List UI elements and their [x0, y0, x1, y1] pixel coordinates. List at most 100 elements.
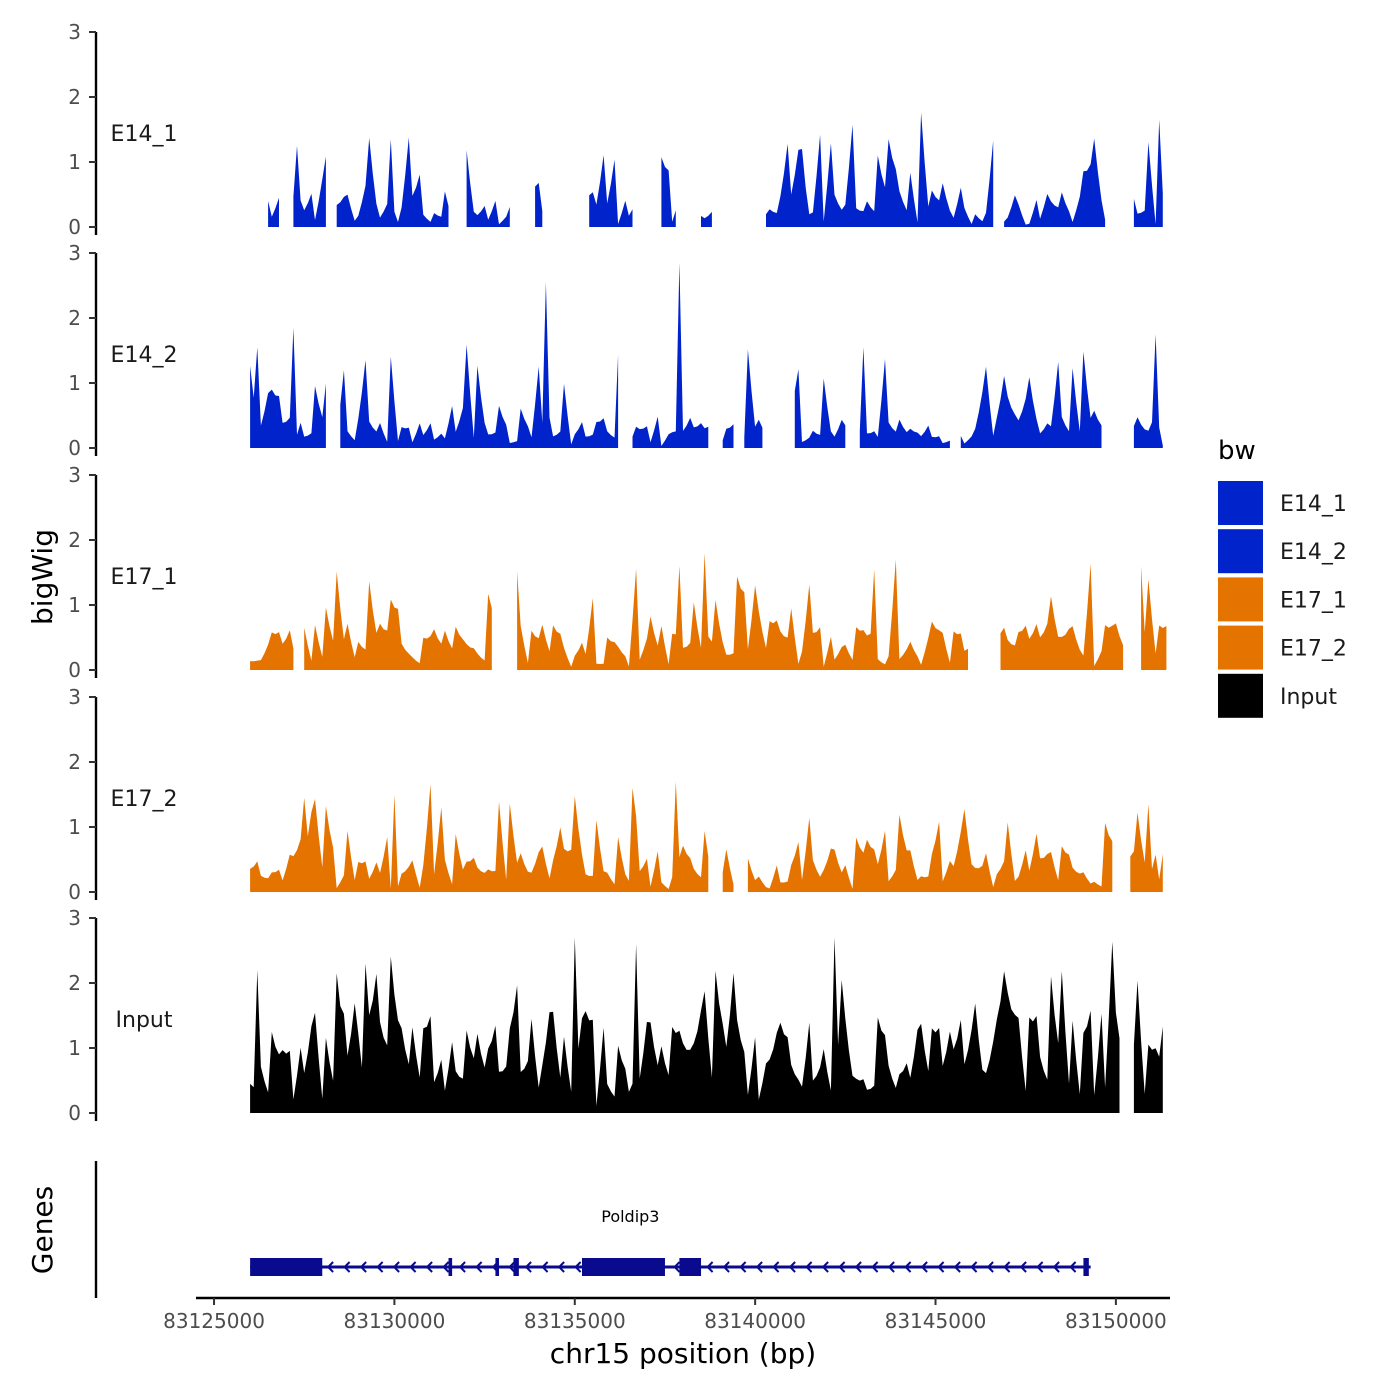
strand-arrow: [854, 1261, 862, 1273]
strand-arrow: [574, 1261, 582, 1273]
gene-exon: [495, 1258, 500, 1276]
legend-label: E14_1: [1280, 492, 1347, 517]
y-tick-label: 1: [68, 371, 81, 395]
legend-item-E14_2: E14_2: [1218, 529, 1347, 574]
strand-arrow: [1019, 1261, 1027, 1273]
strand-arrow: [772, 1261, 780, 1273]
coverage-area: [722, 424, 734, 448]
y-tick-label: 1: [68, 1036, 81, 1060]
x-tick-label: 83125000: [163, 1309, 265, 1333]
y-tick-label: 0: [68, 215, 81, 239]
y-tick-label: 0: [68, 436, 81, 460]
legend-swatch: [1218, 673, 1263, 718]
strand-arrow: [739, 1261, 747, 1273]
coverage-area: [336, 137, 449, 227]
coverage-area: [517, 553, 968, 670]
coverage-area: [304, 571, 492, 670]
coverage-area: [766, 112, 994, 227]
coverage-area: [250, 327, 326, 448]
strand-arrow: [524, 1261, 532, 1273]
legend-label: Input: [1280, 685, 1337, 710]
gene-exon: [679, 1258, 702, 1276]
track-E17_2: 0 1 2 3 E17_2: [68, 685, 1163, 904]
coverage-area: [535, 182, 543, 227]
tracks-group: 0 1 2 3 E14_1 0 1 2 3 E14_2 0 1 2 3 E17_1 0 1 2 3 E17_2 0 1 2 3…: [68, 20, 1167, 1125]
strand-arrow: [442, 1261, 450, 1273]
legend-label: E17_2: [1280, 637, 1347, 662]
coverage-area: [1133, 980, 1163, 1113]
strand-arrow: [722, 1261, 730, 1273]
x-tick-label: 83130000: [344, 1309, 446, 1333]
strand-arrow: [1036, 1261, 1044, 1273]
y-tick-label: 0: [68, 1101, 81, 1125]
strand-arrow: [673, 1261, 681, 1273]
y-tick-label: 0: [68, 658, 81, 682]
legend-swatch: [1218, 577, 1263, 622]
strand-arrow: [392, 1261, 400, 1273]
y-tick-label: 3: [68, 906, 81, 930]
track-label: Input: [116, 1008, 173, 1033]
y-axis-title: bigWig: [26, 529, 59, 625]
strand-arrow: [1052, 1261, 1060, 1273]
track-label: E17_1: [111, 565, 178, 590]
y-tick-label: 1: [68, 150, 81, 174]
coverage-area: [268, 197, 279, 227]
gene-exon: [448, 1258, 453, 1276]
track-label: E14_2: [111, 343, 178, 368]
x-tick-label: 83135000: [524, 1309, 626, 1333]
legend-swatch: [1218, 625, 1263, 670]
strand-arrow: [458, 1261, 466, 1273]
coverage-area: [794, 369, 846, 448]
strand-arrow: [986, 1261, 994, 1273]
legend-label: E14_2: [1280, 540, 1347, 565]
track-Input: 0 1 2 3 Input: [68, 906, 1163, 1125]
strand-arrow: [805, 1261, 813, 1273]
coverage-area: [250, 781, 709, 892]
strand-arrow: [1003, 1261, 1011, 1273]
y-tick-label: 2: [68, 306, 81, 330]
gene-exon: [581, 1258, 665, 1276]
coverage-area: [250, 937, 1120, 1113]
track-E17_1: 0 1 2 3 E17_1: [68, 463, 1167, 682]
strand-arrow: [541, 1261, 549, 1273]
legend: bw E14_1 E14_2 E17_1 E17_2 Input: [1218, 436, 1347, 718]
strand-arrow: [953, 1261, 961, 1273]
strand-arrow: [937, 1261, 945, 1273]
strand-arrow: [343, 1261, 351, 1273]
y-tick-label: 2: [68, 971, 81, 995]
y-tick-label: 3: [68, 241, 81, 265]
strand-arrow: [326, 1261, 334, 1273]
y-tick-label: 1: [68, 593, 81, 617]
y-tick-label: 3: [68, 20, 81, 44]
legend-swatch: [1218, 529, 1263, 574]
coverage-area: [589, 155, 633, 227]
strand-arrow: [508, 1261, 516, 1273]
y-tick-label: 0: [68, 880, 81, 904]
gene-name-label: Poldip3: [601, 1207, 659, 1226]
strand-arrow: [755, 1261, 763, 1273]
strand-arrow: [1069, 1261, 1077, 1273]
track-E14_1: 0 1 2 3 E14_1: [68, 20, 1163, 239]
legend-item-E17_2: E17_2: [1218, 625, 1347, 670]
track-label: E14_1: [111, 122, 178, 147]
legend-title: bw: [1218, 436, 1256, 466]
strand-arrow: [376, 1261, 384, 1273]
coverage-area: [340, 282, 619, 448]
legend-item-E17_1: E17_1: [1218, 577, 1347, 622]
gene-exon: [250, 1258, 323, 1276]
coverage-area: [632, 262, 709, 448]
y-tick-label: 3: [68, 463, 81, 487]
coverage-area: [1133, 334, 1163, 448]
strand-arrow: [904, 1261, 912, 1273]
strand-arrow: [359, 1261, 367, 1273]
gene-track: Poldip3: [250, 1207, 1091, 1276]
y-tick-label: 2: [68, 528, 81, 552]
coverage-area: [1000, 563, 1124, 670]
y-tick-label: 1: [68, 815, 81, 839]
coverage-area: [661, 157, 676, 227]
coverage-area: [466, 150, 510, 227]
strand-arrow: [557, 1261, 565, 1273]
strand-arrow: [821, 1261, 829, 1273]
coverage-area: [722, 849, 734, 892]
